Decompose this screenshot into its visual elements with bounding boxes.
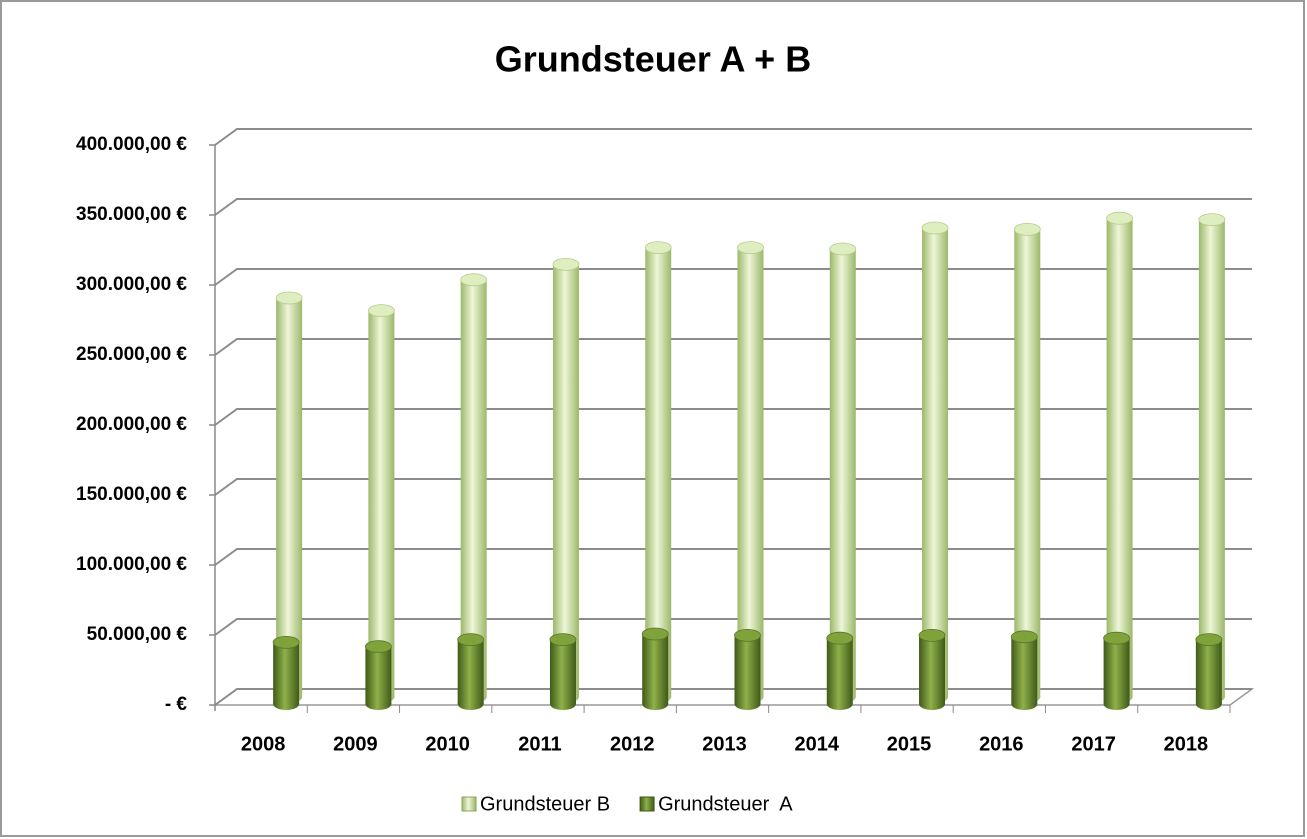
bar-top [552,257,580,271]
bar-top [829,242,857,256]
y-tick-label: 400.000,00 € [76,134,187,155]
x-tick-label: 2016 [979,733,1024,755]
bar [1198,219,1225,697]
bar-top [737,241,764,255]
x-tick-label: 2012 [610,733,655,755]
bar-top [457,633,485,646]
bar-top [1010,630,1038,644]
x-tick-label: 2015 [887,733,932,755]
bar [273,642,300,704]
x-tick-label: 2010 [425,733,470,755]
bar [460,279,487,697]
y-tick-label: 350.000,00 € [76,204,187,225]
x-tick-label: 2009 [333,733,378,755]
y-tick-label: 50.000,00 € [87,624,188,645]
bar [1195,639,1222,704]
bar [734,635,761,704]
grid-line [214,548,1252,566]
bar [276,298,303,697]
x-tick-label: 2014 [795,733,840,755]
bar-top [644,241,672,255]
grid-line [214,268,1252,286]
legend-swatch [461,796,477,812]
legend-swatch [639,796,655,812]
bar-top [1103,631,1130,645]
grid-line [214,408,1252,426]
legend-label: Grundsteuer B [480,793,610,815]
bar [365,646,392,704]
bar [1011,636,1038,704]
bar-top [368,304,395,318]
bar-top [921,221,949,235]
x-tick-label: 2017 [1071,733,1116,755]
x-tick-label: 2011 [518,733,561,755]
bar-top [1198,213,1226,227]
grid-line [214,338,1252,356]
grid-line [214,478,1252,496]
bar [829,249,856,697]
bar [645,247,672,697]
bar [826,638,853,704]
y-tick-label: 150.000,00 € [76,484,187,505]
bar-top [460,273,488,287]
bar [368,310,395,697]
bar-top [734,629,761,642]
bar-top [365,640,392,653]
x-tick-label: 2018 [1164,733,1209,755]
grid-line [214,688,1252,706]
bar-top [549,633,577,646]
bar [1014,229,1041,697]
x-tick-label: 2013 [702,733,747,755]
bar [549,639,576,704]
bar-top [275,291,303,305]
bar-top [918,629,946,642]
bar [737,247,764,697]
bar-top [641,627,669,641]
y-tick-label: 300.000,00 € [76,274,187,295]
chart-title: Grundsteuer A + B [495,39,811,80]
bar [1103,638,1130,704]
bar [1106,218,1133,697]
bar [642,634,669,704]
grid-line [214,128,1252,146]
grid-line [214,618,1252,636]
bar-top [1195,633,1223,646]
y-tick-label: 250.000,00 € [76,344,187,365]
bar [552,264,579,697]
y-tick-label: - € [165,694,188,715]
bar [922,228,949,697]
y-tick-label: 100.000,00 € [76,554,187,575]
bar [919,635,946,704]
grid-line [214,198,1252,216]
bar-top [272,636,300,649]
bar-top [1013,222,1041,236]
legend-label: Grundsteuer A [658,793,793,815]
bar [457,639,484,704]
bar-top [1106,211,1133,225]
bar-top [826,631,854,645]
y-tick-label: 200.000,00 € [76,414,187,435]
x-tick-label: 2008 [241,733,286,755]
